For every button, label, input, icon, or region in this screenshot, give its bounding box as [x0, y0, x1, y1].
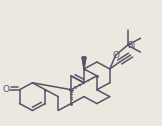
- Text: O: O: [112, 51, 119, 60]
- Text: O: O: [3, 85, 10, 94]
- Polygon shape: [82, 57, 86, 69]
- Polygon shape: [82, 57, 86, 69]
- Text: Si: Si: [128, 41, 136, 50]
